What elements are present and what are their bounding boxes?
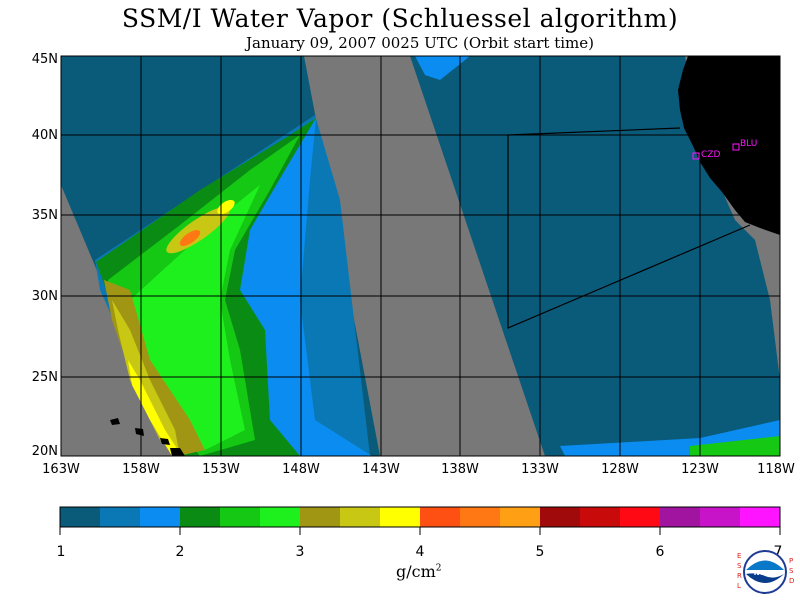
station-label-blu: BLU — [740, 139, 757, 149]
island-hawaii — [170, 448, 185, 456]
lon-grid — [140, 56, 701, 456]
colorbar-cell — [140, 507, 181, 527]
colorbar-label-4: 4 — [415, 544, 425, 560]
island-kauai — [110, 418, 120, 425]
colorbar — [60, 507, 781, 527]
colorbar-cell — [220, 507, 261, 527]
colorbar-label-6: 6 — [655, 544, 665, 560]
logo-letter-s: S — [737, 562, 742, 570]
station-marker-blu — [732, 143, 740, 151]
region-outline — [507, 127, 751, 329]
island-maui — [160, 438, 170, 445]
lon-label-138w: 138W — [441, 462, 479, 477]
colorbar-label-7: 7 — [773, 544, 783, 560]
station-marker-czd — [692, 152, 700, 160]
lat-grid — [61, 134, 780, 378]
swath-right-green-bottom — [690, 436, 780, 456]
swath-left-yellow-olive — [112, 300, 180, 456]
lon-label-118w: 118W — [757, 462, 795, 477]
swath-right-bright-blue-top — [415, 56, 470, 80]
lon-label-158w: 158W — [122, 462, 160, 477]
logo-letter-l: L — [737, 582, 741, 590]
colorbar-ticks — [59, 527, 781, 535]
colorbar-cell — [260, 507, 301, 527]
colorbar-label-5: 5 — [535, 544, 545, 560]
colorbar-cell — [380, 507, 421, 527]
map-title: SSM/I Water Vapor (Schluessel algorithm) — [121, 4, 679, 33]
colorbar-cell — [700, 507, 741, 527]
logo-letter-d: D — [789, 577, 794, 585]
lon-label-148w: 148W — [282, 462, 320, 477]
lat-label-30n: 30N — [31, 289, 58, 304]
island-oahu — [135, 428, 144, 436]
colorbar-cell — [100, 507, 141, 527]
unit-exponent: 2 — [435, 563, 442, 574]
logo-letter-r: R — [737, 572, 742, 580]
colorbar-cell — [500, 507, 541, 527]
unit-text: g/cm — [396, 562, 436, 581]
colorbar-cell — [180, 507, 221, 527]
swath-right-base — [410, 56, 780, 456]
lon-label-143w: 143W — [362, 462, 400, 477]
colorbar-cell — [460, 507, 501, 527]
lon-label-163w: 163W — [42, 462, 80, 477]
lon-label-133w: 133W — [521, 462, 559, 477]
noaa-esrl-psd-logo: NOAA E S R L P S D — [737, 550, 794, 594]
lat-label-20n: 20N — [31, 444, 58, 459]
colorbar-cell — [300, 507, 341, 527]
colorbar-cell — [340, 507, 381, 527]
colorbar-cell — [740, 507, 781, 527]
colorbar-cell — [420, 507, 461, 527]
logo-letter-p: P — [789, 557, 793, 565]
plume-core-orange — [179, 229, 201, 247]
lat-label-45n: 45N — [31, 52, 58, 67]
lon-label-153w: 153W — [202, 462, 240, 477]
colorbar-label-2: 2 — [175, 544, 185, 560]
colorbar-cell — [620, 507, 661, 527]
colorbar-unit: g/cm2 — [396, 562, 442, 581]
colorbar-cell — [60, 507, 101, 527]
logo-letter-e: E — [737, 552, 741, 560]
station-label-czd: CZD — [701, 150, 720, 160]
plume-core-yellow — [217, 199, 235, 215]
lat-label-40n: 40N — [31, 128, 58, 143]
lon-label-123w: 123W — [681, 462, 719, 477]
colorbar-cell — [660, 507, 701, 527]
land-north-america — [678, 56, 780, 235]
map-subtitle: January 09, 2007 0025 UTC (Orbit start t… — [246, 34, 594, 52]
plot-frame — [60, 55, 781, 457]
logo-noaa-text: NOAA — [754, 569, 777, 577]
lon-label-128w: 128W — [601, 462, 639, 477]
colorbar-cell — [540, 507, 581, 527]
lat-label-25n: 25N — [31, 370, 58, 385]
colorbar-label-3: 3 — [295, 544, 305, 560]
logo-letter-s2: S — [789, 567, 794, 575]
lat-label-35n: 35N — [31, 208, 58, 223]
colorbar-label-1: 1 — [56, 544, 66, 560]
swath-left-olive — [104, 280, 205, 456]
colorbar-cell — [580, 507, 621, 527]
